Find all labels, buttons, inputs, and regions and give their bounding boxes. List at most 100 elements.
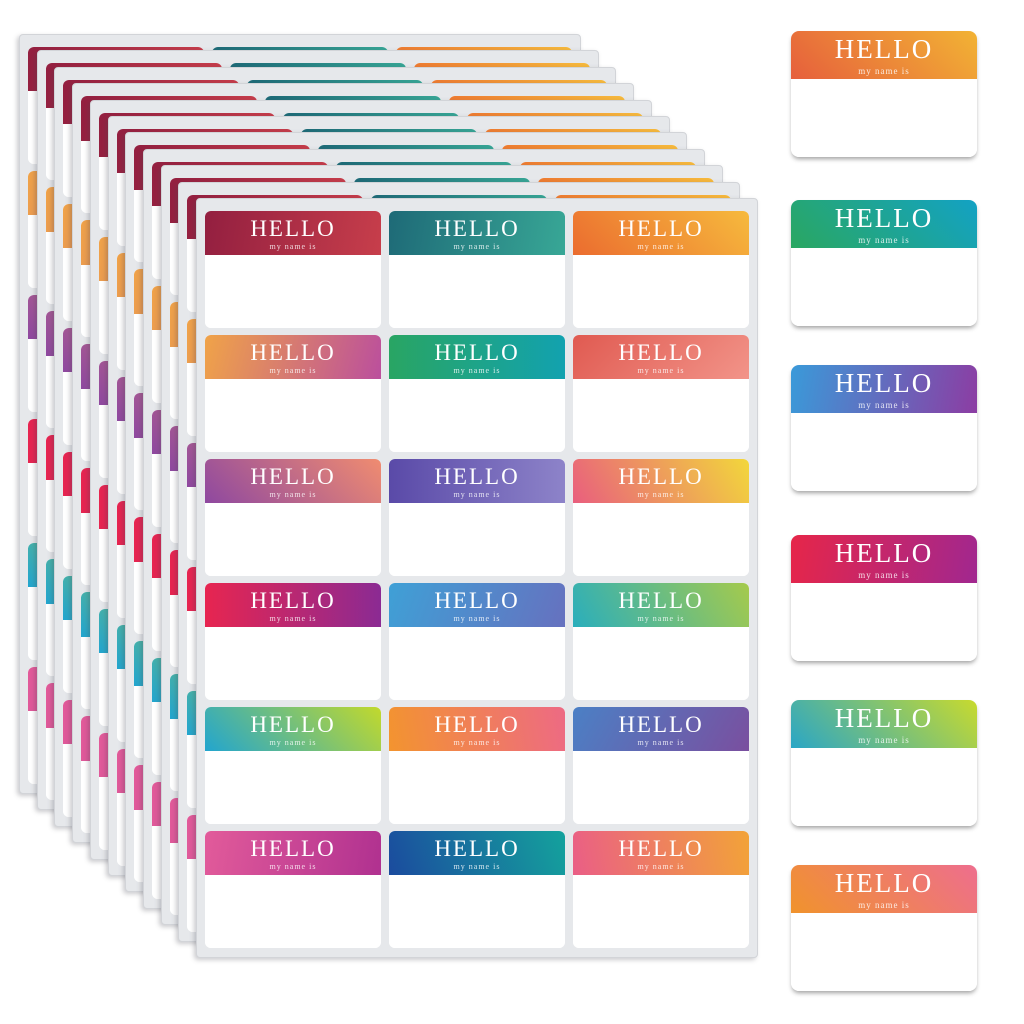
my-name-is-text: my name is	[858, 66, 910, 77]
hello-text: HELLO	[434, 712, 520, 738]
my-name-is-text: my name is	[858, 735, 910, 746]
tag-write-area	[205, 627, 381, 700]
hello-text: HELLO	[618, 340, 704, 366]
my-name-is-text: my name is	[269, 366, 317, 376]
hello-text: HELLO	[434, 588, 520, 614]
my-name-is-text: my name is	[637, 242, 685, 252]
hello-text: HELLO	[250, 588, 336, 614]
hello-text: HELLO	[434, 836, 520, 862]
hello-text: HELLO	[834, 538, 934, 569]
tag-write-area	[573, 875, 749, 948]
tag-write-area	[573, 255, 749, 328]
hello-text: HELLO	[250, 216, 336, 242]
tag-write-area	[389, 503, 565, 576]
tag-write-area	[791, 247, 977, 326]
hello-text: HELLO	[834, 703, 934, 734]
tag-write-area	[205, 255, 381, 328]
hello-text: HELLO	[434, 464, 520, 490]
tag-write-area	[573, 379, 749, 452]
my-name-is-text: my name is	[269, 490, 317, 500]
tag-write-area	[791, 412, 977, 491]
tag-write-area	[389, 255, 565, 328]
hello-text: HELLO	[618, 836, 704, 862]
hello-text: HELLO	[834, 368, 934, 399]
tag-write-area	[389, 379, 565, 452]
my-name-is-text: my name is	[453, 366, 501, 376]
tag-write-area	[791, 78, 977, 157]
hello-text: HELLO	[434, 340, 520, 366]
hello-text: HELLO	[834, 34, 934, 65]
hello-text: HELLO	[834, 868, 934, 899]
my-name-is-text: my name is	[637, 862, 685, 872]
hello-text: HELLO	[834, 203, 934, 234]
hello-text: HELLO	[250, 836, 336, 862]
tag-write-area	[573, 503, 749, 576]
hello-text: HELLO	[618, 712, 704, 738]
hello-text: HELLO	[618, 588, 704, 614]
my-name-is-text: my name is	[858, 235, 910, 246]
my-name-is-text: my name is	[858, 400, 910, 411]
my-name-is-text: my name is	[269, 862, 317, 872]
hello-text: HELLO	[434, 216, 520, 242]
tag-write-area	[389, 627, 565, 700]
tag-write-area	[205, 379, 381, 452]
hello-text: HELLO	[250, 712, 336, 738]
tag-write-area	[205, 503, 381, 576]
tag-write-area	[791, 747, 977, 826]
tag-write-area	[573, 627, 749, 700]
my-name-is-text: my name is	[453, 490, 501, 500]
my-name-is-text: my name is	[453, 242, 501, 252]
my-name-is-text: my name is	[637, 490, 685, 500]
tag-write-area	[791, 582, 977, 661]
my-name-is-text: my name is	[453, 738, 501, 748]
tag-write-area	[205, 751, 381, 824]
tag-write-area	[389, 751, 565, 824]
my-name-is-text: my name is	[858, 900, 910, 911]
hello-text: HELLO	[618, 464, 704, 490]
hello-text: HELLO	[618, 216, 704, 242]
my-name-is-text: my name is	[637, 738, 685, 748]
hello-text: HELLO	[250, 464, 336, 490]
my-name-is-text: my name is	[269, 242, 317, 252]
